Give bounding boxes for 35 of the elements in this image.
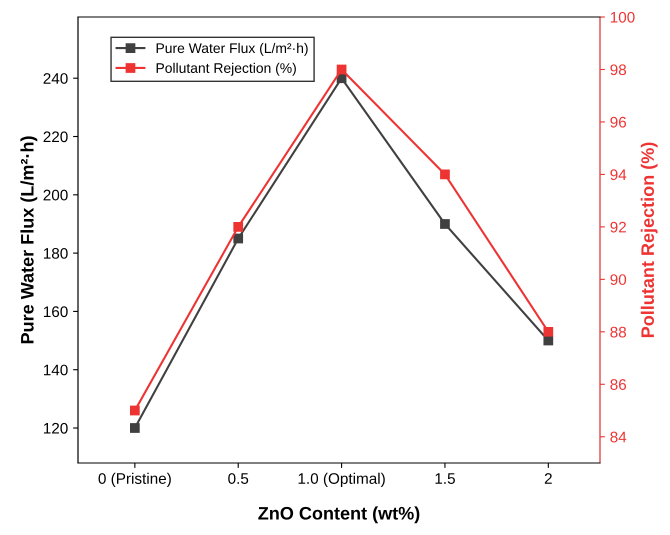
y-tick-label: 140 xyxy=(44,364,68,376)
y-tick-label: 160 xyxy=(44,306,68,318)
x-tick-label: 2 xyxy=(544,473,552,484)
y2-tick-label: 90 xyxy=(610,274,626,286)
y-tick-label: 180 xyxy=(44,248,68,259)
point xyxy=(440,170,450,180)
point xyxy=(543,336,554,346)
y2-tick-label: 86 xyxy=(610,379,626,390)
y2-axis-title: Pollutant Rejection (%) xyxy=(640,142,658,338)
point xyxy=(130,406,140,416)
y-tick-label: 220 xyxy=(44,131,68,142)
y-tick-label: 120 xyxy=(44,422,68,434)
y2-tick-label: 94 xyxy=(610,169,626,180)
x-axis-title: ZnO Content (wt%) xyxy=(258,506,420,524)
x-tick-label: 0.5 xyxy=(228,473,248,484)
y2-tick-label: 92 xyxy=(610,222,626,233)
x-tick-label: 0 (Pristine) xyxy=(98,472,171,487)
y2-tick-label: 88 xyxy=(610,326,626,338)
y-axis-title: Pure Water Flux (L/m²·h) xyxy=(20,136,38,344)
y2-tick-label: 100 xyxy=(610,12,635,23)
point xyxy=(543,326,554,337)
x-tick-label: 1.0 (Optimal) xyxy=(298,472,385,487)
point xyxy=(233,234,244,244)
y-tick-label: 200 xyxy=(44,190,68,201)
y2-tick-label: 84 xyxy=(610,432,626,442)
point xyxy=(233,222,244,232)
legend-label: Pollutant Rejection (%) xyxy=(156,62,296,76)
y2-tick-label: 96 xyxy=(610,116,626,128)
y-tick-label: 240 xyxy=(44,73,68,84)
point xyxy=(336,64,346,74)
point xyxy=(440,219,450,229)
legend-label: Pure Water Flux (L/m²·h) xyxy=(156,42,308,56)
point xyxy=(130,423,140,433)
y2-tick-label: 98 xyxy=(610,64,626,76)
x-tick-label: 1.5 xyxy=(435,473,455,484)
